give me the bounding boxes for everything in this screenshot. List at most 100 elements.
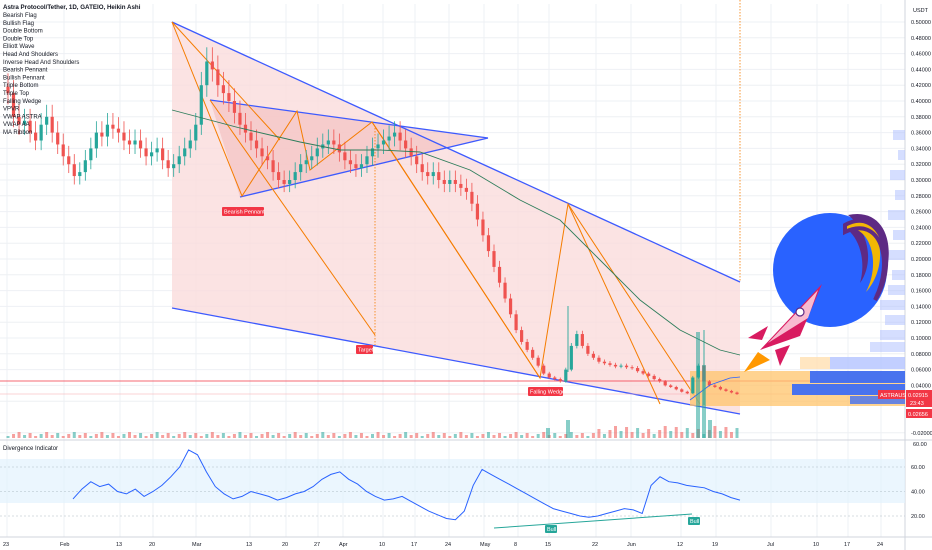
volume-bar xyxy=(409,435,413,438)
candle-body xyxy=(508,298,513,315)
volume-bar xyxy=(67,434,71,438)
candle-body xyxy=(630,367,634,369)
volume-bar xyxy=(12,434,16,438)
volume-bar xyxy=(641,433,645,438)
volume-bar xyxy=(387,433,391,438)
date-label: May xyxy=(480,542,491,548)
candle-body xyxy=(608,363,612,365)
candle-body xyxy=(332,140,336,145)
candle-body xyxy=(420,164,424,173)
candle-body xyxy=(658,379,662,382)
candle-body xyxy=(415,156,419,165)
countdown-tag: 23:43 xyxy=(910,401,924,407)
div-tick: 60.00 xyxy=(911,465,925,471)
volume-bar xyxy=(89,436,93,438)
candle-body xyxy=(282,180,286,184)
candle-body xyxy=(437,172,441,180)
pennant-upper xyxy=(209,99,489,139)
volume-bar xyxy=(39,434,43,438)
candle-body xyxy=(586,345,590,354)
candle-body xyxy=(426,172,430,177)
candle-body xyxy=(392,132,397,137)
price-axis[interactable]: USDT 0.50000 0.48000 0.46000 0.44000 0.42000 0… xyxy=(222,8,932,448)
indicator-legend-item: Bullish Flag xyxy=(3,21,34,27)
volume-bar xyxy=(636,428,640,438)
volume-bar xyxy=(514,432,518,438)
candle-body xyxy=(227,93,231,101)
vpvr-bar xyxy=(880,300,905,310)
indicator-legend-item: Double Top xyxy=(3,36,34,42)
candle-body xyxy=(652,375,656,380)
candle-body xyxy=(194,124,198,141)
volume-bar xyxy=(382,435,386,438)
price-tick: 0.30000 xyxy=(911,178,931,184)
candle-body xyxy=(553,377,557,380)
candle-body xyxy=(569,345,573,370)
candle-body xyxy=(271,160,275,173)
volume-bar xyxy=(23,435,27,438)
vpvr-bar xyxy=(895,190,905,200)
volume-bar xyxy=(680,432,684,438)
candle-body xyxy=(354,164,358,169)
candle-body xyxy=(707,381,711,386)
volume-bar xyxy=(205,434,209,438)
volume-bar xyxy=(6,436,10,438)
price-tick: 0.22000 xyxy=(911,241,931,247)
price-tick: 0.24000 xyxy=(911,225,931,231)
candle-body xyxy=(674,386,678,390)
volume-bar xyxy=(437,435,441,438)
time-axis[interactable]: 23 Feb 13 20 Mar 13 20 27 Apr 10 17 24 May 8 15 22 Jun 12… xyxy=(3,542,883,548)
candle-body xyxy=(155,148,159,153)
pattern-tag: Target xyxy=(358,348,374,354)
indicator-legend-item: Bullish Pennant xyxy=(3,75,45,81)
candle-body xyxy=(177,156,181,165)
volume-bar xyxy=(542,432,546,438)
candle-body xyxy=(78,172,82,177)
volume-bar xyxy=(282,436,286,438)
indicator-legend-item: Inverse Head And Shoulders xyxy=(3,60,79,66)
currency-label: USDT xyxy=(913,8,929,14)
candle-body xyxy=(111,124,115,129)
candle-body xyxy=(525,341,529,350)
volume-bar xyxy=(172,436,176,438)
volume-bar xyxy=(183,432,187,438)
volume-bar xyxy=(520,435,524,438)
candle-body xyxy=(409,148,413,157)
candle-body xyxy=(597,357,601,362)
moon-crescent-main xyxy=(843,218,889,302)
candle-body xyxy=(254,140,259,149)
volume-bar xyxy=(470,433,474,438)
volume-bar xyxy=(371,434,374,438)
bull-tag-bg xyxy=(545,525,557,533)
volume-bar xyxy=(343,434,347,438)
candle-body xyxy=(442,180,446,184)
indicator-legend-item: Head And Shoulders xyxy=(3,52,58,58)
date-label: 8 xyxy=(514,542,517,548)
volume-bar xyxy=(45,432,49,438)
volume-bar xyxy=(591,433,595,438)
volume-bars xyxy=(6,332,739,438)
vpvr-bar xyxy=(792,384,905,395)
indicator-legend-item: MA Ribbon xyxy=(3,130,32,136)
volume-bar xyxy=(139,433,143,438)
volume-bar xyxy=(525,433,529,438)
pattern-tag: Falling Wedge xyxy=(530,390,565,396)
date-label: 12 xyxy=(677,542,683,548)
volume-bar xyxy=(34,436,38,438)
volume-bar xyxy=(216,435,220,438)
pattern-tag: Bearish Pennant xyxy=(224,210,265,216)
volume-bar xyxy=(509,434,513,438)
volume-spike xyxy=(708,420,712,438)
volume-bar xyxy=(332,433,336,438)
candle-body xyxy=(293,172,297,180)
candle-body xyxy=(11,93,16,117)
date-label: 17 xyxy=(844,542,850,548)
candle-body xyxy=(365,156,369,165)
candle-body xyxy=(376,144,380,149)
date-label: Jul xyxy=(767,542,774,548)
candle-body xyxy=(580,334,584,346)
vpvr-bar xyxy=(800,357,830,369)
upper-trendline xyxy=(171,21,741,283)
candle-body xyxy=(387,136,391,141)
